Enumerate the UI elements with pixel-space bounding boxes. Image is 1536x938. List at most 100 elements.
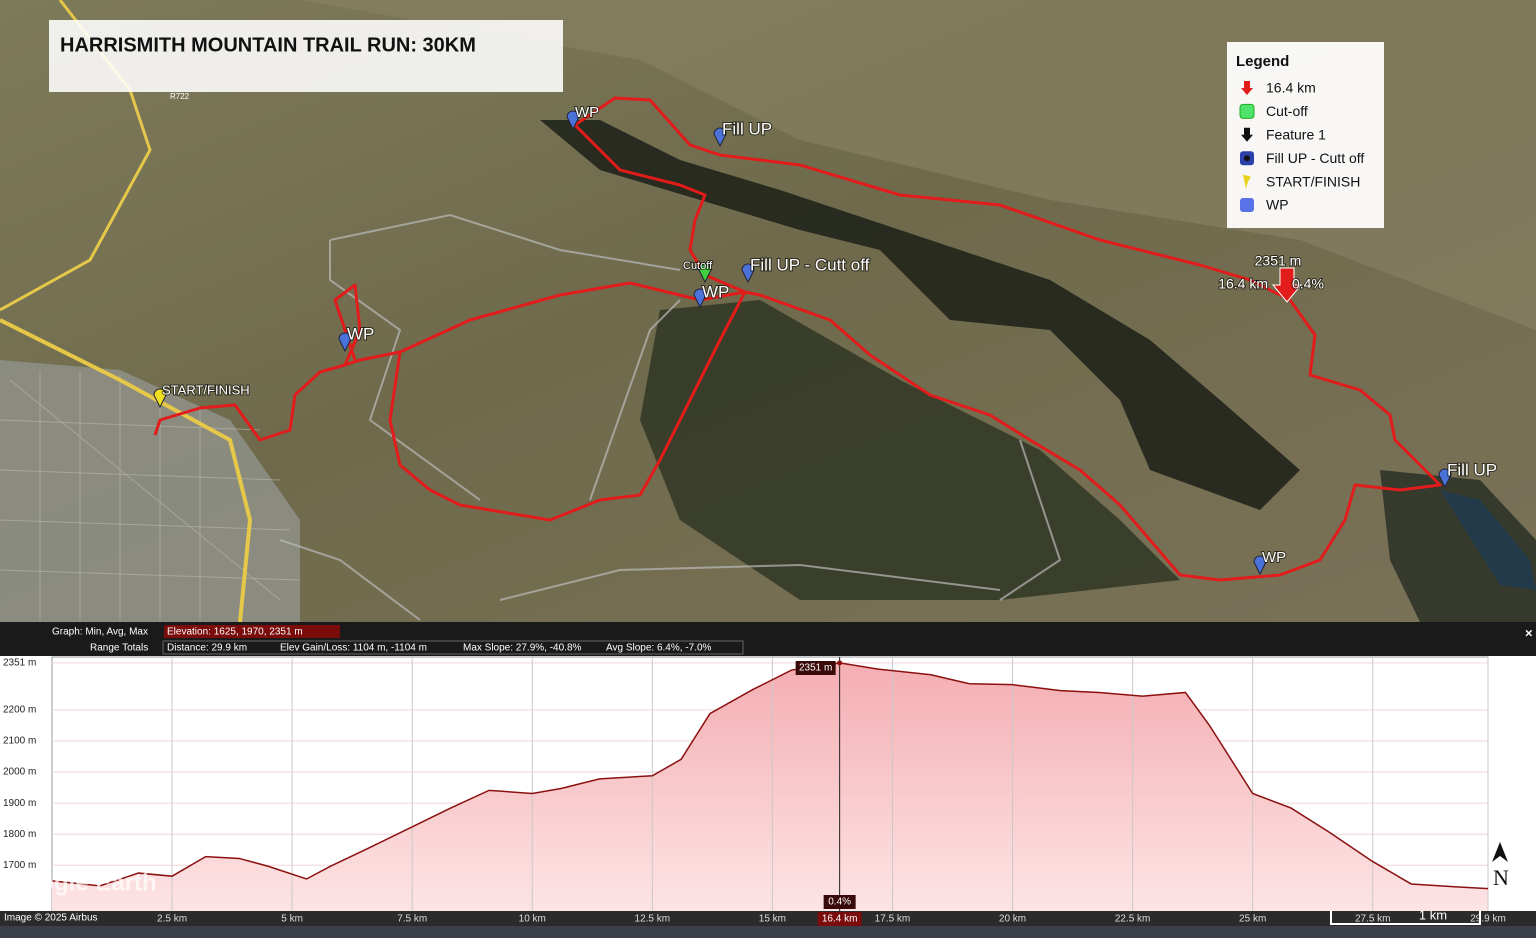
stat-elevation: Elevation: 1625, 1970, 2351 m — [167, 627, 303, 638]
close-button[interactable]: × — [1525, 625, 1533, 640]
stat-avg-slope: Avg Slope: 6.4%, -7.0% — [606, 643, 712, 654]
valley — [1380, 470, 1536, 622]
legend-title: Legend — [1236, 53, 1289, 70]
north-label: N — [1493, 865, 1509, 890]
watermark: Google Earth — [6, 869, 157, 896]
town — [0, 360, 300, 622]
y-tick-label: 2000 m — [3, 767, 36, 778]
pin-label: WP — [347, 324, 374, 343]
pin-label: START/FINISH — [162, 382, 250, 397]
cursor-point — [837, 660, 843, 666]
legend-label: WP — [1266, 197, 1289, 213]
title-box — [49, 20, 563, 92]
cursor-distance: 16.4 km — [822, 914, 858, 925]
legend-icon — [1241, 127, 1253, 142]
x-tick-label: 10 km — [519, 914, 546, 925]
x-tick-label: 25 km — [1239, 914, 1266, 925]
x-tick-label: 20 km — [999, 914, 1026, 925]
elevation-line — [51, 662, 1489, 890]
range-label: Range Totals — [90, 643, 148, 654]
legend-icon — [1243, 174, 1251, 189]
stat-box — [164, 625, 340, 638]
legend-icon — [1239, 103, 1255, 119]
pin[interactable] — [566, 110, 580, 131]
legend-box — [1227, 42, 1384, 228]
pin-label: Fill UP — [722, 119, 772, 138]
stat-distance: Distance: 29.9 km — [167, 643, 247, 654]
y-tick-label: 2351 m — [3, 658, 36, 669]
pin[interactable] — [741, 263, 755, 284]
x-tick-label: 15 km — [759, 914, 786, 925]
x-tick-label: 29.9 km — [1470, 914, 1506, 925]
legend-icon — [1244, 155, 1250, 162]
pin[interactable] — [693, 288, 707, 309]
taskbar — [0, 926, 1536, 938]
legend-label: Cut-off — [1266, 103, 1308, 119]
pin-label: Fill UP — [1447, 460, 1497, 479]
pin-label: WP — [1262, 549, 1286, 566]
credit: Image © 2025 Airbus — [4, 913, 98, 924]
dam — [1440, 490, 1536, 590]
legend-label: START/FINISH — [1266, 173, 1360, 189]
y-tick-label: 2200 m — [3, 704, 36, 715]
x-tick-label: 22.5 km — [1115, 914, 1151, 925]
map-title: HARRISMITH MOUNTAIN TRAIL RUN: 30KM — [60, 34, 476, 56]
pin[interactable] — [153, 388, 167, 409]
pin-label: Cutoff — [683, 260, 713, 272]
elevation-chart: 1700 m 1800 m 1900 m 2000 m 2100 m 2200 m 2351… — [3, 657, 1489, 911]
pin-label: Fill UP - Cutt off — [750, 255, 870, 274]
x-tick-label: 7.5 km — [397, 914, 427, 925]
pin-label: WP — [575, 104, 599, 121]
cursor-label-box — [795, 661, 836, 675]
legend-icon — [1240, 198, 1254, 212]
x-tick-label: 2.5 km — [157, 914, 187, 925]
arrow-elevation: 2351 m — [1255, 253, 1302, 269]
pin[interactable] — [338, 332, 352, 353]
gravel-roads — [279, 213, 1062, 621]
cursor-label-box — [817, 912, 862, 926]
pin[interactable] — [698, 263, 712, 284]
x-tick-label: 12.5 km — [635, 914, 671, 925]
y-tick-label: 2100 m — [3, 736, 36, 747]
cliff-shadow — [540, 120, 1300, 510]
scale-label: 1 km — [1419, 907, 1447, 922]
stat-gain-loss: Elev Gain/Loss: 1104 m, -1104 m — [280, 643, 427, 654]
scale-bar — [1330, 910, 1481, 925]
x-tick-label: 27.5 km — [1355, 914, 1391, 925]
y-tick-label: 1700 m — [3, 860, 36, 871]
cursor-slope: 0.4% — [828, 897, 851, 908]
y-tick-label: 1900 m — [3, 798, 36, 809]
pin[interactable] — [1438, 468, 1452, 489]
graph-label: Graph: Min, Avg, Max — [52, 627, 148, 638]
legend-label: Feature 1 — [1266, 127, 1326, 143]
arrow-slope: 0.4% — [1292, 276, 1324, 292]
area-fill — [52, 662, 1488, 911]
markers: WP Fill UP Cutoff Fill UP - Cutt off WP WP STA… — [153, 103, 1498, 576]
pin[interactable] — [1253, 555, 1267, 576]
cursor-label-box — [823, 895, 856, 909]
highway — [0, 318, 253, 623]
plateau — [0, 0, 1536, 330]
x-tick-label: 5 km — [281, 914, 303, 925]
road-label: R722 — [170, 92, 190, 101]
stat-box — [162, 640, 744, 655]
x-tick-label: 17.5 km — [875, 914, 911, 925]
town-streets — [0, 370, 301, 622]
arrow-distance: 16.4 km — [1218, 276, 1268, 292]
y-tick-label: 1800 m — [3, 829, 36, 840]
legend-label: 16.4 km — [1266, 80, 1316, 96]
cursor-elevation: 2351 m — [799, 663, 832, 674]
position-arrow — [1271, 267, 1303, 303]
forest — [640, 300, 1180, 600]
pin-label: WP — [702, 282, 729, 301]
pin[interactable] — [713, 127, 727, 148]
stat-max-slope: Max Slope: 27.9%, -40.8% — [463, 643, 582, 654]
x-axis: 2.5 km 5 km 7.5 km 10 km 12.5 km 15 km 17.5 km… — [157, 912, 1506, 926]
legend-icon — [1241, 81, 1253, 95]
legend-label: Fill UP - Cutt off — [1266, 150, 1364, 166]
axis-strip — [0, 911, 1536, 926]
legend-items: 16.4 km Cut-off Feature 1 Fill UP - Cutt of… — [1239, 80, 1364, 213]
north-arrow — [1492, 842, 1508, 862]
